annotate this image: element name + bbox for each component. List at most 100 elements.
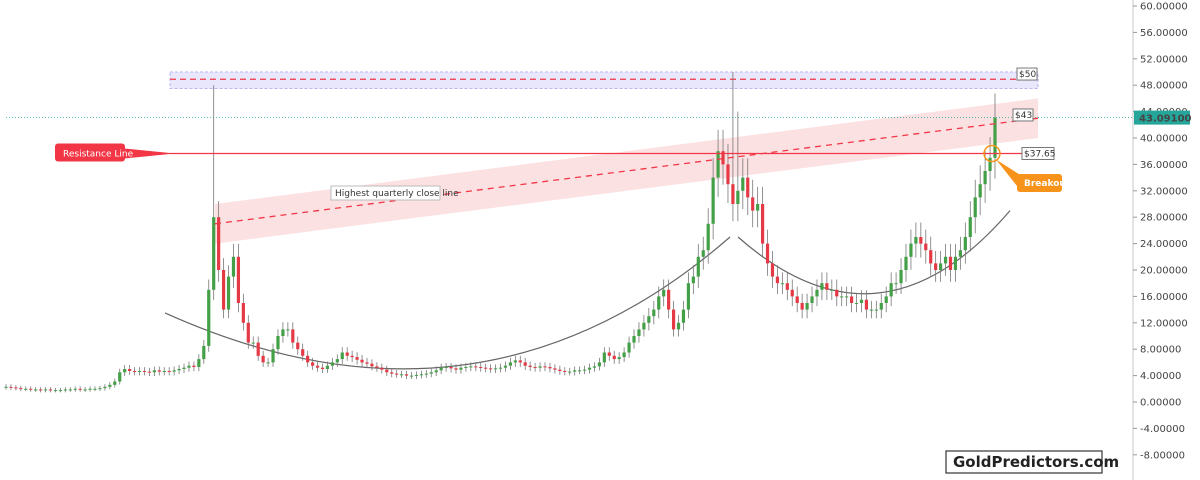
- candle-body: [266, 362, 270, 364]
- candle: [137, 367, 142, 376]
- candle: [518, 355, 522, 367]
- candle: [370, 359, 374, 371]
- candle-body: [958, 250, 962, 257]
- candle-body: [988, 157, 992, 171]
- candle-body: [671, 309, 676, 330]
- candle: [568, 367, 572, 376]
- candle: [657, 286, 661, 319]
- price-label-43: $43: [1015, 111, 1032, 121]
- price-label-37-box: [1021, 147, 1055, 161]
- candle: [83, 387, 87, 392]
- first-cup-curve: [164, 236, 731, 370]
- candle: [627, 336, 631, 358]
- breakout-callout-box[interactable]: [1017, 174, 1062, 192]
- candle: [607, 347, 611, 361]
- candle: [869, 300, 873, 319]
- candle-body: [543, 366, 547, 368]
- y-tick-label: 4.00000: [1140, 371, 1181, 382]
- candle: [681, 300, 686, 331]
- candle: [108, 382, 112, 390]
- candle-body: [137, 370, 142, 372]
- candle-body: [197, 359, 201, 368]
- candle: [39, 387, 43, 393]
- candle-body: [9, 386, 13, 388]
- candle: [573, 366, 577, 376]
- candle: [132, 367, 137, 376]
- candle: [182, 363, 186, 373]
- candle-body: [429, 372, 433, 374]
- y-tick-label: 56.00000: [1140, 28, 1188, 39]
- candle-body: [558, 369, 562, 371]
- candle-body: [800, 303, 804, 310]
- candle: [236, 243, 241, 313]
- candle-body: [152, 370, 156, 373]
- candle-body: [434, 370, 438, 373]
- candle-body: [775, 276, 780, 284]
- candle: [409, 372, 414, 380]
- candle-body: [439, 367, 443, 371]
- candle: [88, 386, 92, 392]
- candle-body: [414, 374, 419, 376]
- candle-body: [508, 362, 512, 366]
- candle-body: [474, 366, 478, 368]
- candle: [286, 322, 290, 337]
- candle-body: [192, 365, 196, 368]
- candle: [924, 229, 928, 264]
- candle: [78, 386, 82, 392]
- y-tick-label: 8.00000: [1140, 345, 1181, 356]
- candle-body: [39, 389, 43, 391]
- candle: [355, 352, 359, 365]
- candle-body: [325, 365, 330, 369]
- candle-body: [943, 256, 948, 264]
- candle: [874, 300, 878, 319]
- candle-body: [854, 303, 859, 304]
- candle: [879, 293, 883, 319]
- candle: [578, 366, 582, 375]
- candle-body: [607, 352, 611, 356]
- candle-body: [859, 299, 864, 303]
- resistance-callout-box[interactable]: [55, 143, 125, 162]
- candle: [795, 286, 799, 313]
- candle: [929, 236, 933, 276]
- candle: [973, 179, 977, 234]
- candle-body: [113, 381, 117, 385]
- candle-body: [132, 370, 137, 372]
- candle-body: [948, 256, 953, 270]
- candle: [597, 357, 601, 371]
- candle-body: [849, 296, 854, 303]
- candle: [582, 365, 587, 375]
- candle: [469, 362, 473, 372]
- candle-body: [820, 283, 824, 290]
- candle: [187, 361, 191, 372]
- candle-body: [780, 283, 784, 285]
- candle: [276, 329, 280, 355]
- y-tick-label: 32.00000: [1140, 186, 1188, 197]
- candle: [909, 229, 913, 270]
- candle: [350, 350, 354, 363]
- candle-body: [741, 177, 745, 191]
- candle-body: [489, 368, 493, 370]
- y-tick-label: 36.00000: [1140, 160, 1188, 171]
- candle-body: [157, 370, 161, 372]
- candle-body: [246, 322, 250, 343]
- candle-body: [726, 164, 730, 185]
- candle-body: [469, 366, 473, 368]
- candle: [731, 72, 735, 222]
- candle-body: [484, 367, 488, 369]
- candle: [48, 387, 53, 393]
- candle: [845, 286, 849, 307]
- candle-body: [385, 369, 389, 373]
- y-tick-label: 60.00000: [1140, 2, 1188, 13]
- candle: [854, 293, 859, 313]
- candle: [652, 300, 656, 325]
- candle: [301, 343, 305, 361]
- price-axis[interactable]: -8.00000 -4.00000 0.00000 4.00000 8.00000 12.…: [1132, 0, 1188, 480]
- candle: [805, 293, 809, 319]
- candle-body: [706, 223, 710, 251]
- candle-body: [310, 362, 315, 366]
- candle-body: [73, 388, 77, 390]
- candle: [943, 243, 948, 276]
- candle-body: [731, 184, 735, 204]
- candle: [68, 387, 72, 392]
